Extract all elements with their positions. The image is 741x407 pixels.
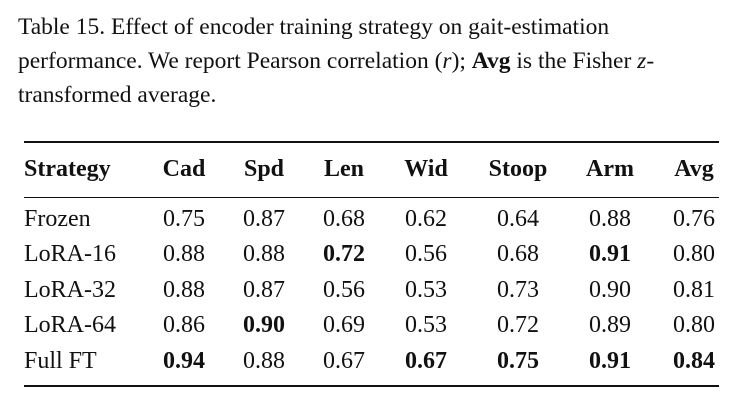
table-cell: 0.75: [497, 348, 539, 374]
column-header: Spd: [243, 156, 285, 182]
table-cell: 0.91: [589, 241, 631, 267]
table-cell: 0.53: [405, 312, 447, 338]
column-header: Len: [323, 156, 365, 182]
table-top-rule: [24, 141, 719, 143]
caption-text-after-z: -transformed average.: [18, 48, 655, 108]
caption-text: Effect of encoder training strategy on g…: [18, 14, 610, 74]
table-cell: 0.73: [497, 277, 539, 303]
table-cell: 0.87: [243, 277, 285, 303]
table-cell: 0.84: [673, 348, 715, 374]
table-cell: 0.88: [163, 241, 205, 267]
column-header: Wid: [404, 156, 448, 182]
table-cell: 0.90: [243, 312, 285, 338]
table-cell: 0.72: [497, 312, 539, 338]
table-cell: 0.81: [673, 277, 715, 303]
table-cell: 0.56: [323, 277, 365, 303]
table-cell: 0.64: [497, 206, 539, 232]
table-cell: 0.76: [673, 206, 715, 232]
table-cell: 0.91: [589, 348, 631, 374]
row-label: Frozen: [24, 206, 91, 232]
caption-label: Table 15.: [18, 14, 106, 40]
row-label: Full FT: [24, 348, 97, 374]
table-cell: 0.80: [673, 312, 715, 338]
fisher-z-symbol: z: [637, 48, 647, 74]
table-cell: 0.88: [589, 206, 631, 232]
column-header: Avg: [674, 156, 714, 182]
table-cell: 0.89: [589, 312, 631, 338]
table-cell: 0.86: [163, 312, 205, 338]
column-header: Stoop: [488, 156, 548, 182]
table-cell: 0.88: [163, 277, 205, 303]
column-header: Arm: [586, 156, 634, 182]
table-cell: 0.87: [243, 206, 285, 232]
table-cell: 0.88: [243, 241, 285, 267]
row-label: LoRA-32: [24, 277, 116, 303]
table-cell: 0.90: [589, 277, 631, 303]
caption-text-before-z: is the Fisher: [516, 48, 632, 74]
table-cell: 0.94: [163, 348, 205, 374]
table-cell: 0.72: [323, 241, 365, 267]
caption-text-after-r: );: [451, 48, 466, 74]
table-cell: 0.75: [163, 206, 205, 232]
avg-term: Avg: [471, 48, 511, 74]
column-header: Cad: [162, 156, 206, 182]
table-bottom-rule: [24, 385, 719, 387]
table-cell: 0.68: [323, 206, 365, 232]
table-cell: 0.68: [497, 241, 539, 267]
row-label: LoRA-64: [24, 312, 116, 338]
table-caption: Table 15. Effect of encoder training str…: [18, 10, 730, 112]
table-header-rule: [24, 197, 719, 198]
table-cell: 0.80: [673, 241, 715, 267]
table-cell: 0.53: [405, 277, 447, 303]
pearson-r-symbol: r: [442, 48, 452, 74]
row-label: LoRA-16: [24, 241, 116, 267]
table-cell: 0.67: [405, 348, 447, 374]
table-cell: 0.67: [323, 348, 365, 374]
table-cell: 0.69: [323, 312, 365, 338]
table-cell: 0.56: [405, 241, 447, 267]
table-cell: 0.62: [405, 206, 447, 232]
table-cell: 0.88: [243, 348, 285, 374]
column-header: Strategy: [24, 156, 111, 182]
